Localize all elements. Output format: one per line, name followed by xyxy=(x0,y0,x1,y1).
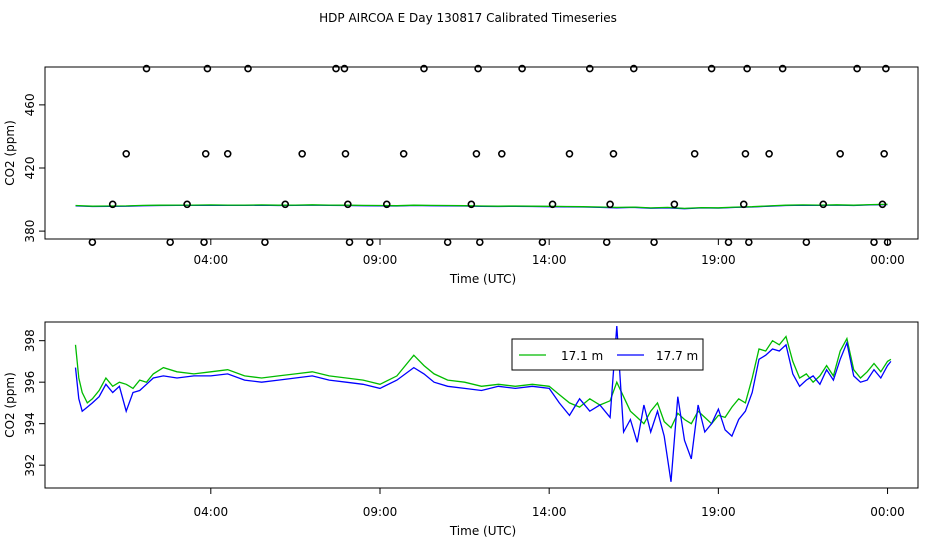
data-point xyxy=(629,64,638,73)
data-point xyxy=(88,238,97,246)
data-point xyxy=(650,238,658,246)
data-point xyxy=(880,149,888,158)
bottom-x-axis: 04:00 09:00 14:00 19:00 00:00 xyxy=(194,488,905,519)
data-point xyxy=(298,149,306,158)
legend-label-17-1: 17.1 m xyxy=(561,349,603,363)
x-tick-label: 04:00 xyxy=(194,253,229,267)
x-tick-label: 00:00 xyxy=(870,253,905,267)
data-point xyxy=(745,238,753,246)
data-point xyxy=(420,64,428,73)
x-tick-label: 09:00 xyxy=(363,505,398,519)
y-tick-label: 394 xyxy=(23,412,37,435)
data-point xyxy=(870,238,878,246)
data-point xyxy=(244,64,252,73)
data-point xyxy=(741,149,750,158)
data-point xyxy=(498,149,506,158)
data-point xyxy=(366,238,374,246)
bottom-panel: 392 394 396 398 04:00 09:00 14:00 19:00 00:00 1… xyxy=(3,321,919,538)
data-point xyxy=(853,64,861,73)
series-line xyxy=(75,203,888,210)
y-tick-label: 420 xyxy=(23,157,37,180)
figure-title: HDP AIRCOA E Day 130817 Calibrated Times… xyxy=(319,11,617,25)
data-point xyxy=(183,200,191,209)
data-point xyxy=(472,149,481,158)
x-tick-label: 14:00 xyxy=(532,253,567,267)
data-point xyxy=(518,64,526,73)
y-tick-label: 380 xyxy=(23,220,37,243)
data-point xyxy=(332,64,340,73)
data-point xyxy=(344,200,352,209)
data-point xyxy=(765,149,773,158)
data-point xyxy=(724,238,733,246)
data-point xyxy=(819,200,828,209)
y-tick-label: 398 xyxy=(23,329,37,352)
data-point xyxy=(474,64,482,73)
data-point xyxy=(565,149,574,158)
data-point xyxy=(203,64,212,73)
x-tick-label: 04:00 xyxy=(194,505,229,519)
data-point xyxy=(122,149,131,158)
x-tick-label: 19:00 xyxy=(701,505,736,519)
data-point xyxy=(882,64,890,73)
top-y-axis-label: CO2 (ppm) xyxy=(3,120,17,186)
data-point xyxy=(606,200,614,209)
data-point xyxy=(538,238,547,246)
legend-label-17-7: 17.7 m xyxy=(656,349,698,363)
bottom-x-axis-label: Time (UTC) xyxy=(449,524,516,538)
data-point xyxy=(585,64,594,73)
data-point xyxy=(223,149,232,158)
data-point xyxy=(883,238,892,246)
data-point xyxy=(142,64,151,73)
data-point xyxy=(108,200,117,209)
data-point xyxy=(399,149,408,158)
data-point xyxy=(548,200,557,209)
data-point xyxy=(345,238,354,246)
data-point xyxy=(281,200,290,209)
bottom-series xyxy=(74,326,892,482)
data-point xyxy=(690,149,699,158)
data-point xyxy=(443,238,452,246)
top-x-axis: 04:00 09:00 14:00 19:00 00:00 xyxy=(194,239,905,267)
data-point xyxy=(836,149,844,158)
data-point xyxy=(802,238,811,246)
data-point xyxy=(778,64,787,73)
x-tick-label: 14:00 xyxy=(532,505,567,519)
y-tick-label: 460 xyxy=(23,93,37,116)
bottom-plot-frame xyxy=(44,321,919,489)
data-point xyxy=(467,200,476,209)
data-point xyxy=(261,238,269,246)
top-series xyxy=(75,64,892,246)
data-point xyxy=(739,200,748,209)
x-tick-label: 09:00 xyxy=(363,253,398,267)
data-point xyxy=(602,238,611,246)
top-x-axis-label: Time (UTC) xyxy=(449,272,516,286)
data-point xyxy=(476,238,484,246)
series-line xyxy=(74,335,892,429)
data-point xyxy=(382,200,391,209)
data-point xyxy=(878,200,887,209)
bottom-y-axis-label: CO2 (ppm) xyxy=(3,372,17,438)
data-point xyxy=(340,64,349,73)
x-tick-label: 00:00 xyxy=(870,505,905,519)
data-point xyxy=(166,238,174,246)
data-point xyxy=(609,149,618,158)
x-tick-label: 19:00 xyxy=(701,253,736,267)
data-point xyxy=(341,149,350,158)
y-tick-label: 392 xyxy=(23,454,37,477)
y-tick-label: 396 xyxy=(23,371,37,394)
top-y-axis: 380 420 460 xyxy=(23,93,45,243)
series-line xyxy=(74,326,892,482)
data-point xyxy=(743,64,751,73)
data-point xyxy=(201,149,210,158)
top-plot-frame xyxy=(44,66,919,240)
data-point xyxy=(707,64,716,73)
data-point xyxy=(670,200,679,209)
data-point xyxy=(200,238,208,246)
bottom-y-axis: 392 394 396 398 xyxy=(23,329,45,477)
top-panel: 380 420 460 04:00 09:00 14:00 19:00 00:00 Time… xyxy=(3,64,919,286)
legend: 17.1 m 17.7 m xyxy=(511,338,704,371)
